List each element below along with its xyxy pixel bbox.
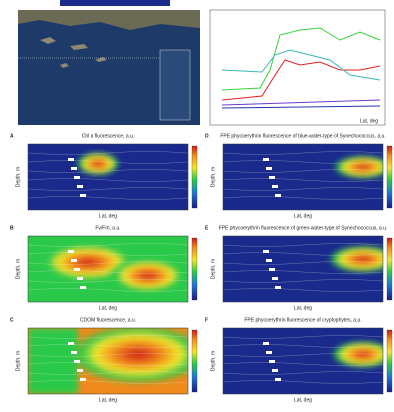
station-marker — [269, 176, 275, 179]
panel-letter: D — [205, 133, 209, 139]
x-axis-label: Lat, deg — [99, 397, 117, 403]
station-marker — [74, 176, 80, 179]
station-marker — [68, 342, 74, 345]
y-axis-label: Depth, m — [15, 259, 21, 279]
panel-letter: B — [10, 225, 14, 231]
plot-blob — [68, 324, 208, 384]
colorbar — [387, 146, 392, 208]
station-marker — [80, 194, 86, 197]
station-marker — [269, 360, 275, 363]
panel-letter: A — [10, 133, 14, 139]
section-plot — [28, 144, 197, 210]
colorbar — [387, 330, 392, 392]
station-marker — [71, 351, 77, 354]
station-marker — [80, 286, 86, 289]
section-plot — [223, 328, 394, 394]
panel-letter: E — [205, 225, 209, 231]
station-marker — [71, 259, 77, 262]
panel-letter: F — [205, 317, 208, 323]
y-axis-label: Depth, m — [210, 167, 216, 187]
station-marker — [80, 378, 86, 381]
section-plot — [28, 324, 208, 394]
station-marker — [71, 167, 77, 170]
station-marker — [263, 342, 269, 345]
x-axis-label: Lat, deg — [294, 213, 312, 219]
colorbar — [192, 330, 197, 392]
station-marker — [272, 369, 278, 372]
section-plot — [223, 236, 394, 302]
y-axis-label: Depth, m — [15, 351, 21, 371]
colorbar — [387, 238, 392, 300]
station-marker — [266, 351, 272, 354]
station-marker — [68, 158, 74, 161]
station-marker — [272, 277, 278, 280]
station-marker — [266, 167, 272, 170]
panel-letter: C — [10, 317, 14, 323]
station-marker — [77, 185, 83, 188]
station-marker — [275, 194, 281, 197]
station-marker — [74, 268, 80, 271]
panel-title: Fv/Fm, a.u. — [95, 225, 120, 231]
station-marker — [74, 360, 80, 363]
y-axis-label: Depth, m — [210, 351, 216, 371]
station-marker — [266, 259, 272, 262]
section-plot — [223, 144, 393, 210]
station-marker — [77, 277, 83, 280]
plot-blob — [108, 258, 188, 294]
station-marker — [272, 185, 278, 188]
plot-blob — [333, 155, 393, 179]
x-axis-label: Lat, deg — [294, 397, 312, 403]
panel-title: FPE phycoerythrin fluorescence of green-… — [219, 225, 388, 231]
station-marker — [263, 250, 269, 253]
x-axis-label: Lat, deg — [99, 213, 117, 219]
station-marker — [275, 286, 281, 289]
plot-fill — [28, 236, 188, 302]
map — [18, 10, 200, 125]
plot-fill — [223, 144, 393, 210]
colorbar — [192, 146, 197, 208]
plot-fill — [223, 328, 394, 394]
plot-fill — [28, 324, 208, 394]
figure: Lat, deg A Chl a fluorescence, a.u. Depth,… — [0, 0, 394, 407]
station-marker — [275, 378, 281, 381]
y-axis-label: Depth, m — [15, 167, 21, 187]
x-axis-label: Lat, deg — [99, 305, 117, 311]
plot-blob — [331, 340, 394, 368]
y-axis-label: Depth, m — [210, 259, 216, 279]
panel-title: CDOM fluorescence, a.u. — [80, 317, 136, 323]
station-marker — [68, 250, 74, 253]
plot-fill — [28, 144, 188, 210]
colorbar — [192, 238, 197, 300]
section-plot — [28, 236, 197, 302]
top-chart-x-label: Lat, deg — [360, 118, 378, 124]
panel-title: FPE phycoerythrin fluorescence of crypto… — [244, 317, 361, 323]
station-marker — [269, 268, 275, 271]
panel-title: FPE phycoerythrin fluorescence of blue-w… — [220, 133, 385, 139]
panel-title: Chl a fluorescence, a.u. — [82, 133, 135, 139]
station-marker — [263, 158, 269, 161]
header-band — [60, 0, 170, 6]
station-marker — [77, 369, 83, 372]
plot-fill — [223, 236, 394, 302]
x-axis-label: Lat, deg — [294, 305, 312, 311]
